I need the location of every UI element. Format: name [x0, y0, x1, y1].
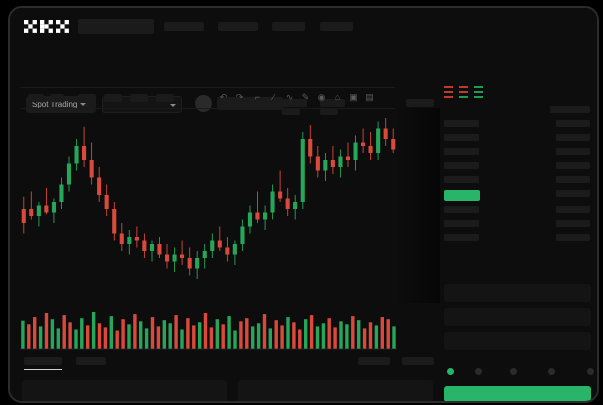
eye-icon[interactable]: ◉ [317, 92, 326, 102]
orders-tab-history[interactable] [76, 357, 106, 365]
instrument-bar: Spot Trading [10, 44, 597, 115]
top-navigation-bar [10, 8, 597, 44]
orders-card-2[interactable] [238, 380, 433, 401]
trash-icon[interactable]: ▤ [365, 92, 374, 102]
volume-histogram-chart [20, 308, 397, 353]
chart-type-button[interactable] [78, 94, 96, 102]
order-book-row[interactable] [556, 220, 590, 227]
orders-action-1[interactable] [358, 357, 390, 365]
stat-value-1 [282, 99, 307, 107]
pagination-dot-4[interactable] [548, 368, 555, 375]
volume-svg [20, 312, 397, 350]
nav-item-4[interactable] [320, 22, 353, 31]
brush-icon[interactable]: ✎ [301, 92, 310, 102]
order-book-row[interactable] [556, 234, 590, 241]
tablet-device-frame: Spot Trading ↶ ↷ ⌐ [8, 6, 599, 403]
spread-price-highlight [444, 190, 480, 201]
order-book-row[interactable] [556, 148, 590, 155]
coin-avatar [195, 95, 212, 112]
green-rows-icon[interactable] [474, 86, 483, 98]
candlestick-svg [21, 118, 396, 279]
order-form-tabs: Buy Sell [440, 254, 595, 276]
chart-toolbar: ↶ ↷ ⌐ ∕ ∿ ✎ ◉ ⌂ ▣ ▤ [20, 87, 395, 109]
stat-value-2 [320, 99, 345, 107]
lock-icon[interactable]: ⌂ [334, 92, 341, 102]
pagination-dot-5[interactable] [587, 368, 594, 375]
order-book-header-cell [550, 106, 590, 113]
orders-tab-underline [24, 369, 62, 370]
pagination-dot-3[interactable] [510, 368, 517, 375]
order-book-row[interactable] [556, 134, 590, 141]
both-rows-icon[interactable] [444, 86, 453, 98]
chevron-down-icon [80, 103, 87, 106]
pair-name-label [217, 97, 283, 110]
order-book-row[interactable] [556, 190, 590, 197]
camera-icon[interactable]: ▣ [349, 92, 358, 102]
chart-right-shade [395, 108, 440, 303]
stat-label-1 [282, 109, 300, 115]
undo-icon[interactable]: ↶ [219, 92, 228, 102]
order-book-row[interactable] [444, 220, 479, 227]
timeframe-button-1[interactable] [28, 94, 44, 102]
pagination-dots [444, 368, 594, 378]
nav-item-1[interactable] [164, 22, 204, 31]
order-book-row[interactable] [444, 176, 479, 183]
order-book-row[interactable] [444, 162, 479, 169]
order-book-row[interactable] [444, 148, 479, 155]
price-candlestick-chart[interactable] [20, 108, 397, 303]
order-book-row[interactable] [444, 134, 479, 141]
market-type-label: Spot Trading [32, 100, 78, 109]
order-amount-field[interactable] [444, 308, 591, 326]
pagination-dot-1[interactable] [447, 368, 454, 375]
order-book-row[interactable] [444, 206, 479, 213]
order-book-row[interactable] [444, 234, 479, 241]
order-price-field[interactable] [444, 284, 591, 302]
order-total-field[interactable] [444, 332, 591, 350]
nav-item-2[interactable] [218, 22, 258, 31]
app-screen: Spot Trading ↶ ↷ ⌐ [10, 8, 597, 401]
chevron-down-icon [170, 104, 176, 107]
order-book-row[interactable] [556, 120, 590, 127]
order-book-row[interactable] [556, 176, 590, 183]
order-book-row[interactable] [556, 162, 590, 169]
compare-button[interactable] [130, 94, 148, 102]
trendline-icon[interactable]: ∕ [272, 92, 275, 102]
order-book-row[interactable] [444, 120, 479, 127]
nav-item-3[interactable] [272, 22, 305, 31]
pagination-dot-2[interactable] [475, 368, 482, 375]
settings-button[interactable] [156, 94, 174, 102]
orders-action-2[interactable] [402, 357, 434, 365]
orders-tab-open[interactable] [24, 357, 62, 365]
timeframe-button-2[interactable] [50, 94, 64, 102]
wave-icon[interactable]: ∿ [285, 92, 294, 102]
global-search-input[interactable] [78, 19, 154, 34]
stat-value-3 [406, 99, 434, 107]
mixed-rows-icon[interactable] [459, 86, 468, 98]
order-book-row[interactable] [556, 206, 590, 213]
okx-logo-icon[interactable] [24, 20, 70, 34]
place-order-button[interactable] [444, 386, 591, 401]
indicators-button[interactable] [104, 94, 122, 102]
stat-label-2 [320, 109, 338, 115]
order-book-view-tabs [444, 86, 504, 100]
magnet-icon[interactable]: ⌐ [254, 92, 261, 102]
orders-card-1[interactable] [22, 380, 227, 401]
redo-icon[interactable]: ↷ [235, 92, 244, 102]
